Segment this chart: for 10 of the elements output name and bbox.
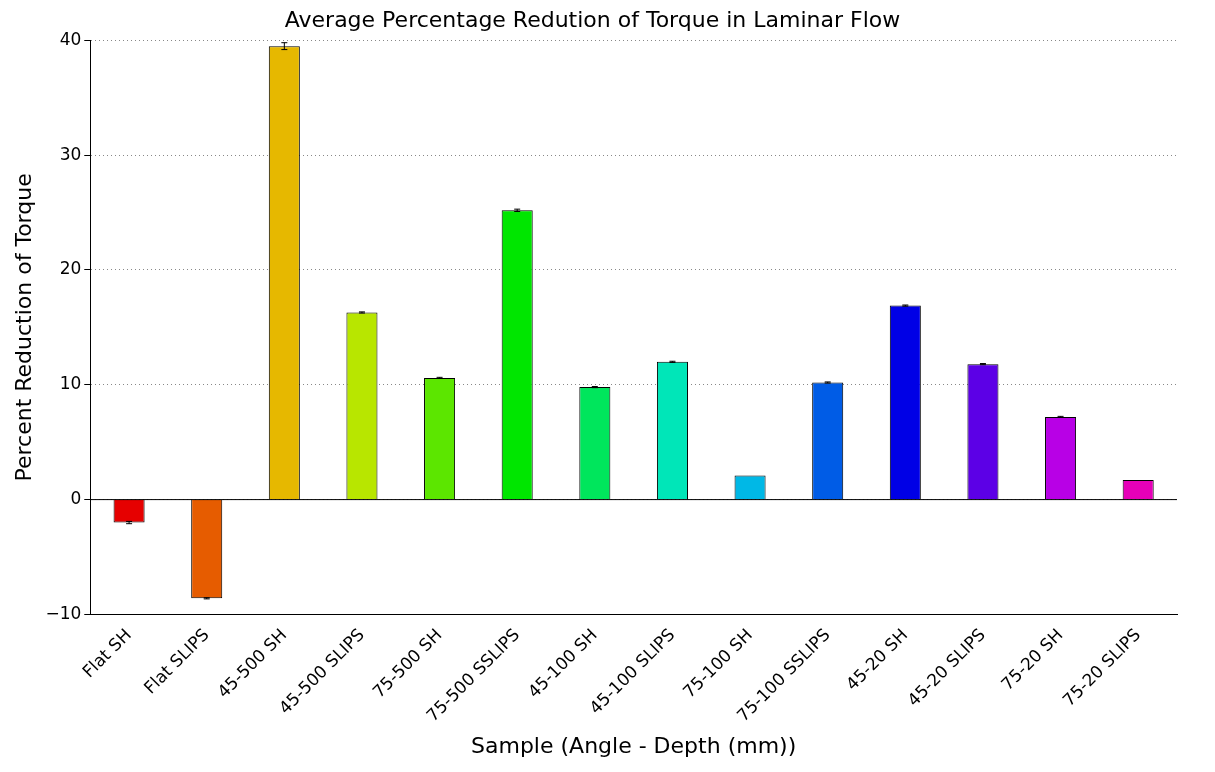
- x-tick-label: Flat SH: [78, 624, 136, 682]
- y-tick-label: 0: [70, 488, 82, 509]
- y-tick-label: 30: [59, 143, 82, 164]
- y-tick-label: 10: [59, 373, 82, 394]
- y-axis-title: Percent Reduction of Torque: [10, 173, 36, 482]
- y-tick-label: 40: [59, 28, 82, 49]
- y-tick-label: 20: [59, 258, 82, 279]
- x-axis-title: Sample (Angle - Depth (mm)): [471, 732, 797, 758]
- chart-title: Average Percentage Redution of Torque in Laminar Flow: [284, 6, 901, 32]
- y-tick-label: −10: [45, 602, 82, 623]
